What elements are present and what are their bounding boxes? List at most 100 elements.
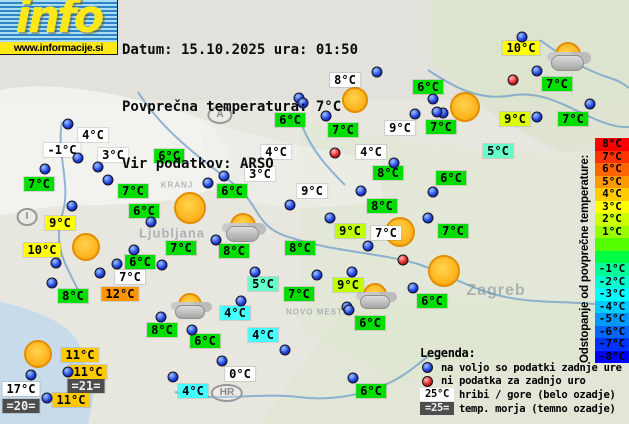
legend-row-text: ni podatka za zadnjo uro [441, 375, 586, 388]
color-scale-cell: -3°C [595, 287, 629, 301]
station-temperature-label: 10°C [502, 41, 540, 55]
station-dot [94, 267, 106, 279]
weather-icon [72, 233, 100, 261]
color-scale-title: Odstopanje od povprečne temperature: [579, 154, 591, 363]
station-dot [186, 324, 198, 336]
color-scale-cell: -2°C [595, 275, 629, 288]
weather-icon [551, 42, 585, 71]
header-date-line: Datum: 15.10.2025 ura: 01:50 [122, 42, 359, 58]
station-dot [202, 177, 214, 189]
station-temperature-label: 9°C [335, 224, 365, 238]
country-sign: I [16, 208, 38, 226]
station-dot [50, 257, 62, 269]
station-temperature-label: 6°C [355, 316, 385, 330]
station-dot [427, 93, 439, 105]
station-temperature-label: 7°C [284, 287, 314, 301]
station-temperature-label: 4°C [78, 128, 108, 142]
station-temperature-label: 7°C [24, 177, 54, 191]
weather-icon [24, 340, 52, 368]
logo-stripes: info [0, 0, 117, 42]
legend-marker-icon: 25°C [420, 388, 454, 402]
station-temperature-label: 3°C [245, 167, 275, 181]
station-dot [516, 31, 528, 43]
header-avg-temp-line: Povprečna temperatura: 7°C [122, 99, 342, 115]
weather-icon [174, 192, 206, 224]
station-temperature-label: 9°C [500, 112, 530, 126]
station-temperature-label: =21= [67, 379, 105, 393]
legend-row-text: temp. morja (temno ozadje) [459, 402, 616, 415]
station-temperature-label: 6°C [217, 184, 247, 198]
station-dot [297, 97, 309, 109]
station-dot [347, 372, 359, 384]
header: Datum: 15.10.2025 ura: 01:50 Povprečna t… [122, 3, 358, 193]
station-temperature-label: 6°C [436, 171, 466, 185]
station-dot [145, 216, 157, 228]
station-temperature-label: 6°C [129, 204, 159, 218]
station-temperature-label: 8°C [330, 73, 360, 87]
station-dot [409, 108, 421, 120]
legend-row-text: na voljo so podatki zadnje ure [441, 361, 622, 374]
station-dot [507, 74, 519, 86]
legend-row-text: hribi / gore (belo ozadje) [459, 388, 616, 401]
station-dot [66, 200, 78, 212]
station-temperature-label: 6°C [190, 334, 220, 348]
station-dot [324, 212, 336, 224]
station-dot [218, 170, 230, 182]
city-label: Zagreb [466, 282, 526, 299]
station-dot [320, 110, 332, 122]
station-temperature-label: 8°C [367, 199, 397, 213]
station-temperature-label: 7°C [558, 112, 588, 126]
station-temperature-label: 0°C [225, 367, 255, 381]
station-temperature-label: 7°C [118, 184, 148, 198]
station-temperature-label: 9°C [333, 278, 363, 292]
station-temperature-label: 4°C [220, 306, 250, 320]
station-dot [39, 163, 51, 175]
station-temperature-label: 5°C [248, 277, 278, 291]
station-dot [388, 157, 400, 169]
color-scale-cell: 8°C [595, 137, 629, 151]
weather-icon [174, 293, 205, 320]
station-temperature-label: 8°C [285, 241, 315, 255]
color-scale-cell: 7°C [595, 150, 629, 163]
legend-row: na voljo so podatki zadnje ure [420, 361, 622, 375]
station-dot [111, 258, 123, 270]
station-temperature-label: 8°C [373, 166, 403, 180]
station-temperature-label: 11°C [69, 365, 107, 379]
station-dot [279, 344, 291, 356]
station-temperature-label: 9°C [297, 184, 327, 198]
color-scale-cell [595, 238, 629, 251]
legend-marker-icon [422, 375, 433, 387]
station-dot [62, 366, 74, 378]
color-scale-cell: 6°C [595, 162, 629, 176]
color-scale-cell: 2°C [595, 212, 629, 226]
station-temperature-label: 6°C [125, 255, 155, 269]
logo-site-url[interactable]: www.informacije.si [0, 42, 117, 54]
site-logo[interactable]: info www.informacije.si [0, 0, 118, 55]
station-temperature-label: 11°C [52, 393, 90, 407]
station-dot [25, 369, 37, 381]
station-temperature-label: 9°C [385, 121, 415, 135]
station-dot [362, 240, 374, 252]
station-temperature-label: 7°C [426, 120, 456, 134]
station-temperature-label: 7°C [166, 241, 196, 255]
station-temperature-label: 4°C [356, 145, 386, 159]
country-sign: HR [210, 384, 244, 402]
station-temperature-label: 8°C [219, 244, 249, 258]
station-temperature-label: 12°C [101, 287, 139, 301]
station-temperature-label: 10°C [23, 243, 61, 257]
station-dot [371, 66, 383, 78]
station-dot [156, 259, 168, 271]
station-dot [210, 234, 222, 246]
color-scale-cell: 5°C [595, 175, 629, 188]
station-temperature-label: 7°C [115, 270, 145, 284]
station-dot [249, 266, 261, 278]
color-scale-cell: -8°C [595, 350, 629, 363]
legend-row: 25°C hribi / gore (belo ozadje) [420, 388, 622, 402]
station-dot [343, 304, 355, 316]
station-dot [102, 174, 114, 186]
station-temperature-label: 4°C [178, 384, 208, 398]
station-dot [46, 277, 58, 289]
weather-icon [450, 92, 480, 122]
station-dot [128, 244, 140, 256]
station-temperature-label: 4°C [261, 145, 291, 159]
